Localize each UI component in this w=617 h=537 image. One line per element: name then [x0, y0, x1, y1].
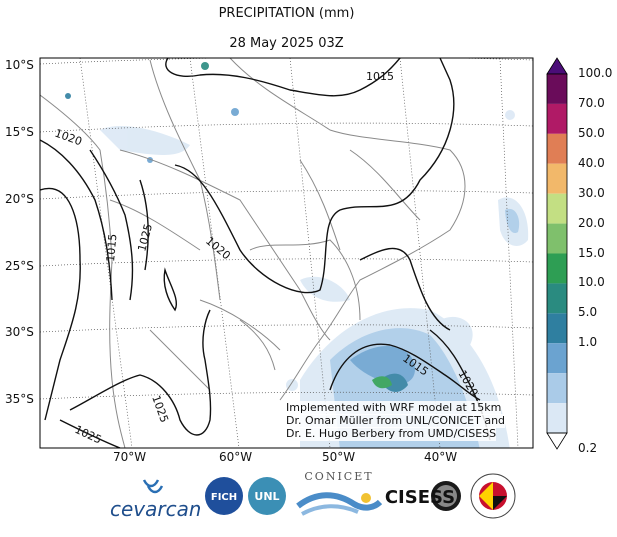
svg-text:CISESS: CISESS [385, 487, 455, 508]
colorbar-swatch [547, 373, 567, 404]
map-title: PRECIPITATION (mm) [218, 6, 355, 21]
lon-tick-label: 40°W [424, 450, 458, 464]
map-border [39, 57, 534, 449]
cevarcam-logo: cevarcam [108, 472, 208, 524]
colorbar-swatch [547, 403, 567, 433]
lat-tick-label: 10°S [5, 58, 34, 72]
conicet-logo: CONICET [296, 468, 383, 520]
fich-logo: FICH [204, 476, 244, 516]
colorbar-extend-max [546, 57, 568, 75]
credit-line: Dr. E. Hugo Berbery from UMD/CISESS [286, 427, 497, 441]
colorbar-swatch [547, 313, 567, 344]
credit-line: Implemented with WRF model at 15km [286, 401, 502, 415]
colorbar-level-label: 50.0 [578, 125, 605, 140]
colorbar-extend-min [546, 432, 568, 450]
colorbar-swatch [547, 253, 567, 284]
colorbar-level-label: 30.0 [578, 185, 605, 200]
colorbar-swatch [547, 193, 567, 224]
colorbar-level-label: 10.0 [578, 275, 605, 290]
colorbar-swatch [547, 343, 567, 374]
colorbar-level-label: 1.0 [578, 335, 598, 350]
lat-tick-label: 25°S [5, 259, 34, 273]
lon-tick-label: 50°W [322, 450, 356, 464]
unl-logo: UNL [247, 476, 287, 516]
svg-text:CONICET: CONICET [304, 470, 373, 483]
colorbar-swatch [547, 103, 567, 134]
colorbar-level-label: 40.0 [578, 155, 605, 170]
credit-line: Dr. Omar Müller from UNL/CONICET and [286, 414, 506, 428]
map-subtitle: 28 May 2025 03Z [229, 36, 344, 51]
isobar-label: 1015 [104, 233, 119, 262]
colorbar-swatch [547, 74, 567, 104]
colorbar-level-label: 20.0 [578, 215, 605, 230]
isobars [40, 58, 491, 448]
isobar-label: 1015 [366, 70, 394, 83]
lat-tick-label: 30°S [5, 325, 34, 339]
cisess-logo: CISESS [380, 478, 462, 514]
colorbar-level-label: 0.2 [578, 441, 598, 455]
colorbar-level-label: 5.0 [578, 305, 598, 320]
lat-tick-label: 20°S [5, 192, 34, 206]
colorbar-swatch [547, 223, 567, 254]
colorbar-swatch [547, 283, 567, 314]
lat-tick-label: 35°S [5, 392, 34, 406]
graticule [40, 58, 533, 448]
colorbar-swatch [547, 163, 567, 194]
lon-tick-label: 60°W [219, 450, 253, 464]
svg-text:FICH: FICH [211, 492, 237, 503]
colorbar [546, 57, 568, 450]
svg-text:UNL: UNL [254, 490, 279, 503]
university-seal-logo [470, 473, 516, 519]
colorbar-border [546, 73, 568, 434]
colorbar-swatch [547, 133, 567, 164]
lat-tick-label: 15°S [5, 125, 34, 139]
colorbar-level-label: 15.0 [578, 245, 605, 260]
colorbar-level-label: 70.0 [578, 95, 605, 110]
lon-tick-label: 70°W [113, 450, 147, 464]
colorbar-level-label: 100.0 [578, 66, 613, 80]
svg-text:cevarcam: cevarcam [110, 497, 200, 521]
